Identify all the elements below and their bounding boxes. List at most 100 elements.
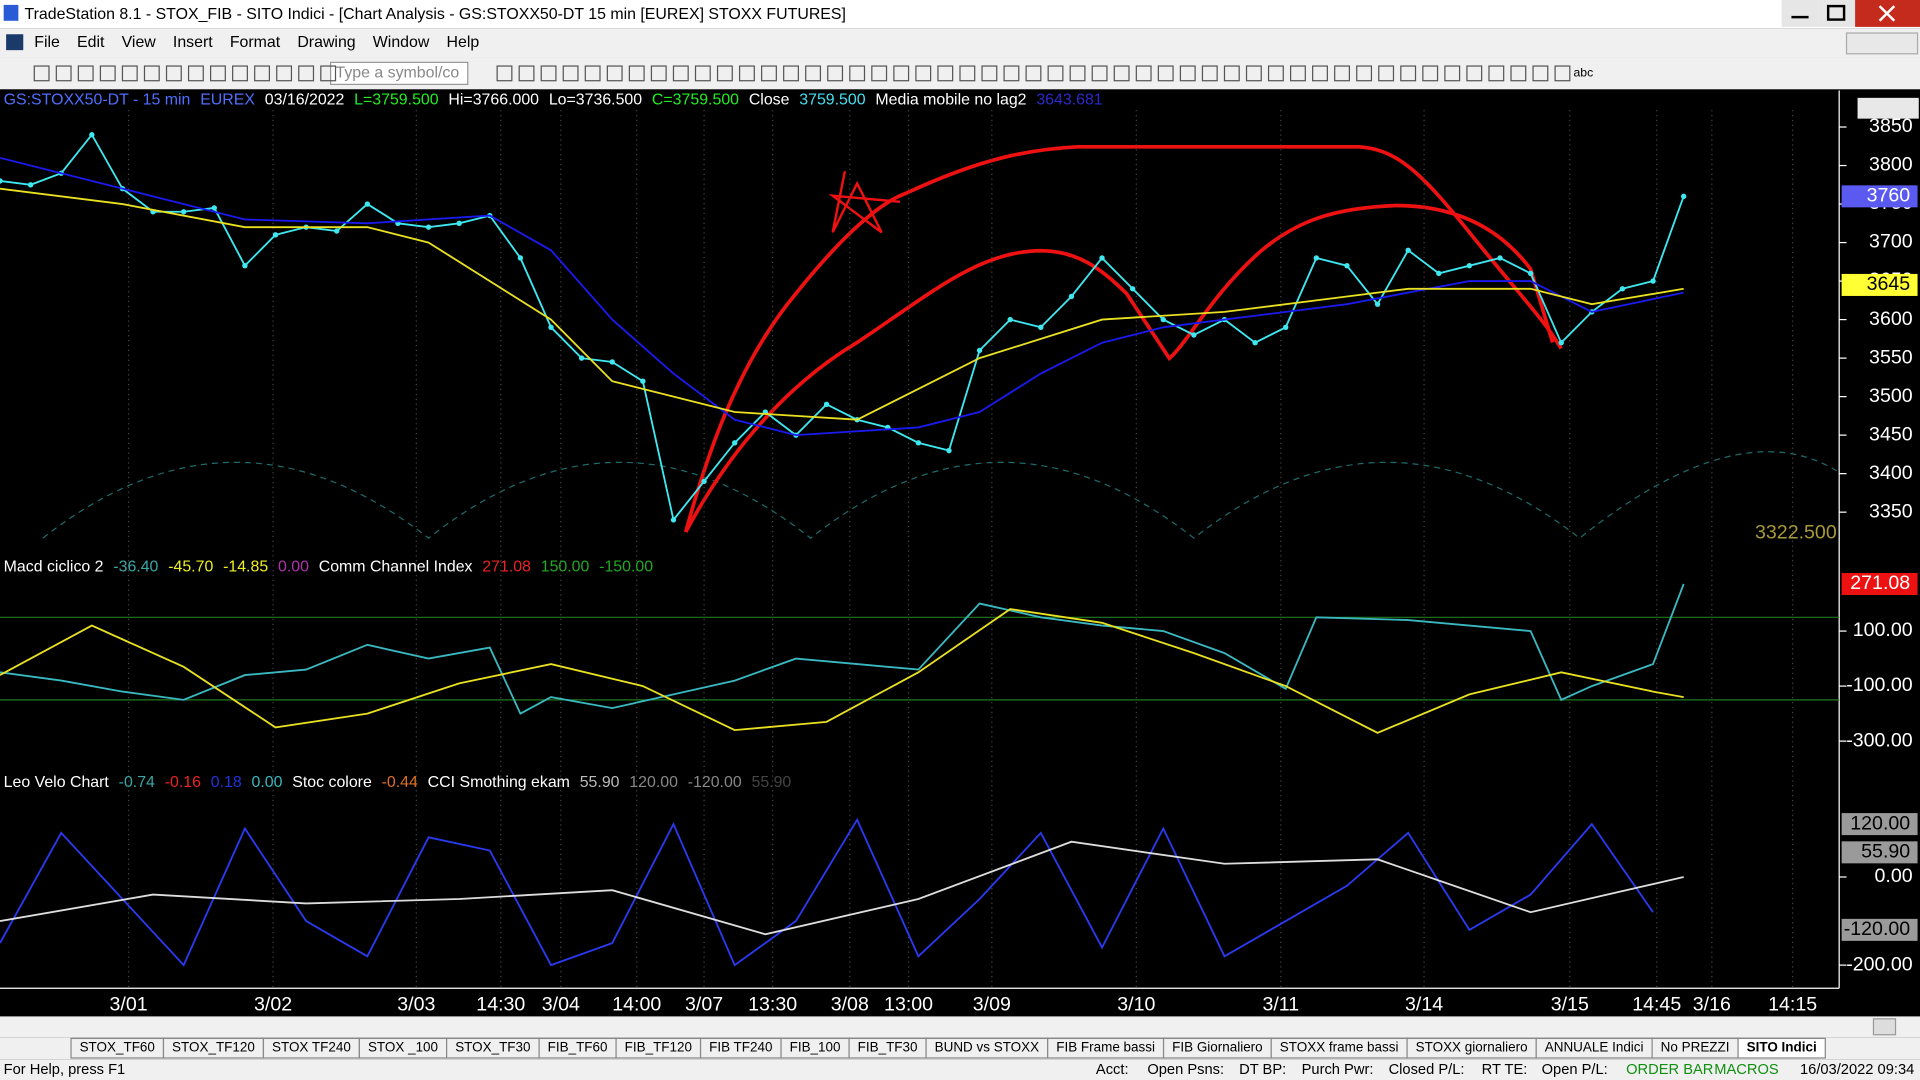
- toolbar-icon[interactable]: [1245, 65, 1262, 82]
- menu-item[interactable]: Insert: [173, 34, 213, 51]
- toolbar-icon[interactable]: [672, 65, 689, 82]
- toolbar-icon[interactable]: [981, 65, 998, 82]
- toolbar-icon[interactable]: [232, 65, 248, 82]
- toolbar-icon[interactable]: [1047, 65, 1064, 82]
- toolbar-icon[interactable]: [1003, 65, 1020, 82]
- tab-label[interactable]: ANNUALE Indici: [1545, 1040, 1644, 1055]
- menu-item[interactable]: Window: [373, 34, 430, 51]
- tab-label[interactable]: FIB Frame bassi: [1056, 1040, 1155, 1055]
- toolbar-icon[interactable]: [1488, 65, 1505, 82]
- toolbar-icon[interactable]: [320, 65, 337, 82]
- toolbar-icon[interactable]: [915, 65, 932, 82]
- toolbar-icon[interactable]: [496, 65, 513, 82]
- tab-label[interactable]: No PREZZI: [1661, 1040, 1730, 1055]
- toolbar-icon[interactable]: [276, 65, 293, 82]
- toolbar-icon[interactable]: [1069, 65, 1086, 82]
- symbol-input[interactable]: [330, 61, 469, 86]
- tab-label[interactable]: FIB Giornaliero: [1172, 1040, 1263, 1055]
- toolbar-icon[interactable]: [121, 65, 138, 82]
- toolbar-abc[interactable]: abc: [1573, 66, 1593, 80]
- toolbar-icon[interactable]: [893, 65, 910, 82]
- x-tick-label: 3/04: [542, 994, 580, 1016]
- toolbar-icon[interactable]: [1356, 65, 1373, 82]
- scroll-track[interactable]: [0, 1016, 1920, 1038]
- toolbar-icon[interactable]: [254, 65, 270, 82]
- toolbar-icon[interactable]: [716, 65, 733, 82]
- toolbar-icon[interactable]: [628, 65, 645, 82]
- mdi-controls[interactable]: [1845, 32, 1919, 55]
- tab-label[interactable]: STOX _100: [368, 1040, 438, 1055]
- toolbar-icon[interactable]: [694, 65, 711, 82]
- tab-label[interactable]: STOX_TF30: [455, 1040, 530, 1055]
- toolbar-icon[interactable]: [55, 65, 72, 82]
- toolbar-icon[interactable]: [1135, 65, 1152, 82]
- toolbar-icon[interactable]: [1267, 65, 1284, 82]
- toolbar-icon[interactable]: [1510, 65, 1527, 82]
- toolbar-icon[interactable]: [1422, 65, 1439, 82]
- toolbar-icon[interactable]: [143, 65, 160, 82]
- menu-item[interactable]: Drawing: [297, 34, 355, 51]
- toolbar-icon[interactable]: [518, 65, 535, 82]
- toolbar-icon[interactable]: [849, 65, 866, 82]
- tab-label[interactable]: FIB_100: [790, 1040, 841, 1055]
- tab-label[interactable]: STOXX frame bassi: [1280, 1040, 1399, 1055]
- toolbar-icon[interactable]: [1532, 65, 1549, 82]
- toolbar-icon[interactable]: [1223, 65, 1240, 82]
- tab-label[interactable]: STOXX giornaliero: [1416, 1040, 1528, 1055]
- toolbar-icon[interactable]: [1201, 65, 1218, 82]
- toolbar-icon[interactable]: [1091, 65, 1108, 82]
- toolbar-icon[interactable]: [77, 65, 94, 82]
- tab[interactable]: [1737, 1037, 1826, 1059]
- toolbar-icon[interactable]: [540, 65, 557, 82]
- maximize-button[interactable]: [1818, 0, 1856, 27]
- tab-label[interactable]: STOX_TF60: [80, 1040, 155, 1055]
- menu-item[interactable]: Help: [447, 34, 480, 51]
- menu-item[interactable]: Format: [230, 34, 281, 51]
- toolbar-icon[interactable]: [827, 65, 844, 82]
- toolbar-icon[interactable]: [738, 65, 755, 82]
- toolbar-icon[interactable]: [298, 65, 315, 82]
- tab-label[interactable]: FIB_TF120: [625, 1040, 692, 1055]
- toolbar-icon[interactable]: [1290, 65, 1306, 82]
- tab-label[interactable]: FIB_TF60: [548, 1040, 608, 1055]
- toolbar-icon[interactable]: [1466, 65, 1483, 82]
- toolbar-icon[interactable]: [1157, 65, 1174, 82]
- toolbar-icon[interactable]: [1554, 65, 1571, 82]
- toolbar-icon[interactable]: [1378, 65, 1395, 82]
- toolbar-icon[interactable]: [606, 65, 623, 82]
- menu-item[interactable]: File: [34, 34, 60, 51]
- toolbar-icon[interactable]: [165, 65, 182, 82]
- toolbar-icon[interactable]: [1400, 65, 1417, 82]
- toolbar-icon[interactable]: [584, 65, 601, 82]
- toolbar-icon[interactable]: [805, 65, 822, 82]
- toolbar-icon[interactable]: [1179, 65, 1196, 82]
- toolbar-icon[interactable]: [650, 65, 667, 82]
- tab-label[interactable]: FIB TF240: [709, 1040, 772, 1055]
- toolbar-icon[interactable]: [562, 65, 579, 82]
- toolbar-icon[interactable]: [99, 65, 116, 82]
- tab-label[interactable]: STOX_TF120: [172, 1040, 255, 1055]
- menu-item[interactable]: View: [122, 34, 157, 51]
- tab-label[interactable]: BUND vs STOXX: [935, 1040, 1039, 1055]
- toolbar-icon[interactable]: [210, 65, 226, 82]
- toolbar-icon[interactable]: [1113, 65, 1130, 82]
- tab-label[interactable]: FIB_TF30: [858, 1040, 918, 1055]
- minimize-button[interactable]: [1781, 0, 1819, 27]
- toolbar-icon[interactable]: [783, 65, 799, 82]
- tab-label[interactable]: SITO Indici: [1747, 1040, 1817, 1055]
- toolbar-icon[interactable]: [761, 65, 777, 82]
- toolbar-icon[interactable]: [959, 65, 976, 82]
- toolbar-icon[interactable]: [937, 65, 954, 82]
- toolbar-icon[interactable]: [1334, 65, 1350, 82]
- toolbar-icon[interactable]: [33, 65, 50, 82]
- scroll-thumb[interactable]: [1872, 1018, 1897, 1036]
- toolbar-icon[interactable]: [1025, 65, 1042, 82]
- tab-label[interactable]: STOX TF240: [272, 1040, 351, 1055]
- toolbar-icon[interactable]: [187, 65, 204, 82]
- toolbar-icon[interactable]: [1312, 65, 1328, 82]
- chart-controls[interactable]: [1857, 97, 1919, 119]
- toolbar-icon[interactable]: [1444, 65, 1461, 82]
- toolbar-icon[interactable]: [871, 65, 888, 82]
- menu-item[interactable]: Edit: [77, 34, 105, 51]
- x-tick-label: 13:00: [884, 994, 933, 1016]
